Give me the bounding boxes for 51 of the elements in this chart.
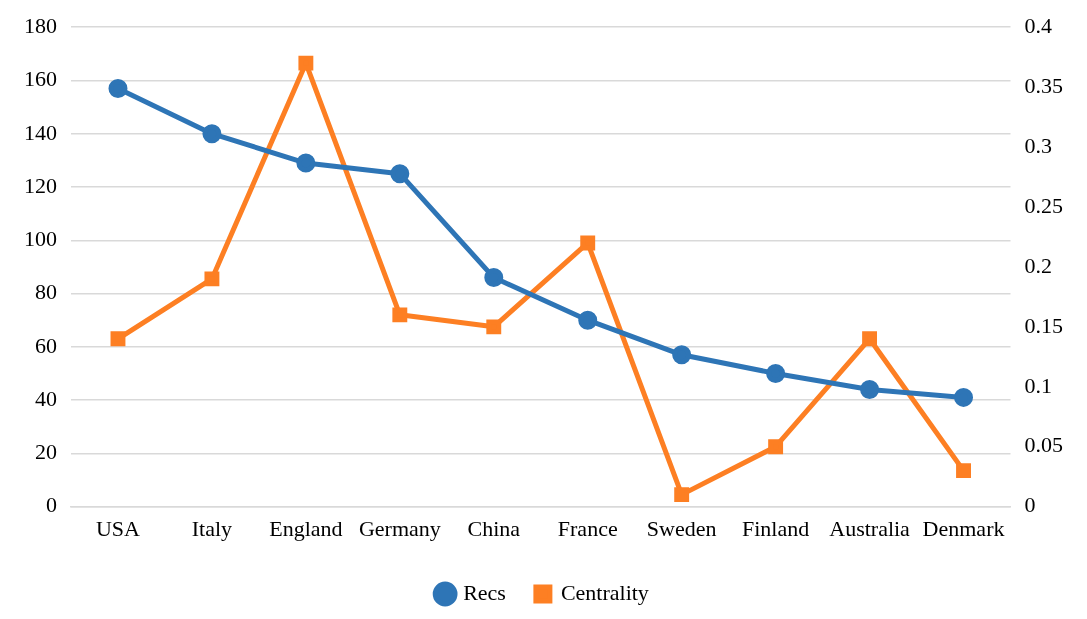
y-tick-label: 100 bbox=[24, 226, 57, 252]
y2-tick-label: 0.25 bbox=[1024, 192, 1063, 218]
point bbox=[392, 307, 408, 323]
point bbox=[484, 268, 504, 288]
y2-tick-label: 0.35 bbox=[1024, 72, 1063, 98]
point bbox=[766, 363, 786, 383]
x-tick-label: Germany bbox=[358, 515, 441, 541]
y-tick-label: 80 bbox=[35, 279, 57, 305]
x-tick-label: Finland bbox=[742, 515, 810, 541]
x-tick-label: Italy bbox=[191, 515, 233, 541]
point bbox=[486, 319, 502, 335]
x-tick-label: England bbox=[269, 515, 343, 541]
y2-tick-label: 0.15 bbox=[1024, 312, 1063, 338]
y-tick-label: 60 bbox=[35, 332, 57, 358]
point bbox=[204, 271, 220, 287]
point bbox=[202, 124, 222, 144]
y-tick-label: 180 bbox=[24, 12, 57, 38]
point bbox=[768, 439, 784, 455]
y2-tick-label: 0 bbox=[1024, 492, 1036, 518]
point bbox=[672, 345, 692, 365]
legend-label: Recs bbox=[463, 579, 506, 605]
y2-tick-label: 0.3 bbox=[1024, 132, 1052, 158]
point bbox=[674, 487, 690, 503]
x-tick-label: Sweden bbox=[646, 515, 717, 541]
x-tick-label: France bbox=[557, 515, 618, 541]
point bbox=[860, 379, 880, 399]
y-tick-label: 120 bbox=[24, 172, 57, 198]
y-tick-label: 160 bbox=[24, 66, 57, 92]
y2-tick-label: 0.4 bbox=[1024, 12, 1052, 38]
point bbox=[956, 463, 971, 479]
y2-tick-label: 0.1 bbox=[1024, 372, 1052, 398]
x-tick-label: Australia bbox=[829, 515, 911, 541]
x-tick-label: USA bbox=[95, 515, 141, 541]
point bbox=[110, 331, 126, 347]
point bbox=[108, 78, 128, 98]
y2-tick-label: 0.2 bbox=[1024, 252, 1052, 278]
y2-tick-label: 0.05 bbox=[1024, 432, 1063, 458]
point bbox=[954, 387, 974, 407]
point bbox=[580, 235, 596, 251]
y-tick-label: 40 bbox=[35, 385, 57, 411]
point bbox=[390, 164, 410, 184]
legend-label: Centrality bbox=[560, 579, 649, 605]
y-tick-label: 0 bbox=[46, 492, 57, 518]
x-tick-label: Denmark bbox=[922, 515, 1005, 541]
point bbox=[862, 331, 878, 347]
y-tick-label: 20 bbox=[35, 439, 57, 465]
point bbox=[578, 310, 598, 330]
point bbox=[296, 153, 316, 173]
x-tick-label: China bbox=[467, 515, 521, 541]
y-tick-label: 140 bbox=[24, 119, 57, 145]
point bbox=[298, 55, 314, 71]
